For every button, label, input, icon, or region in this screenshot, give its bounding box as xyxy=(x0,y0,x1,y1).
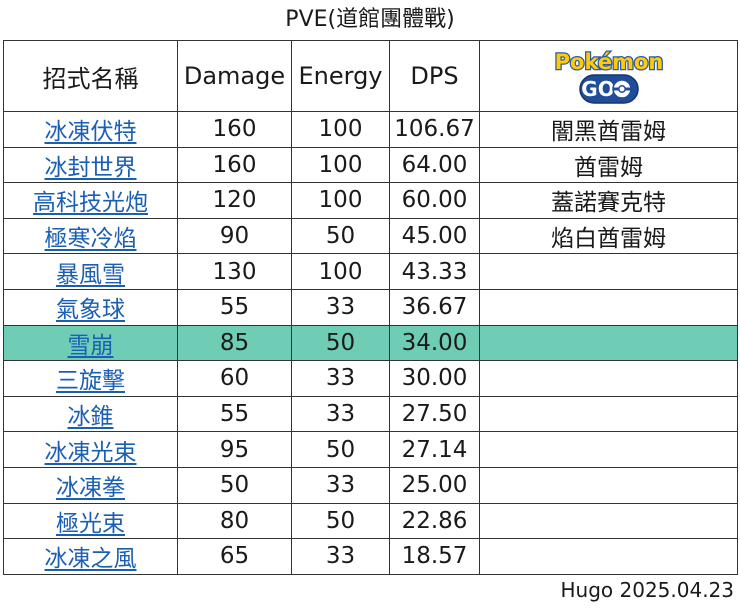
move-name-link[interactable]: 高科技光炮 xyxy=(3,182,178,219)
damage-cell: 90 xyxy=(177,217,292,255)
table-row: 氣象球 55 33 36.67 xyxy=(3,288,738,326)
move-name-link[interactable]: 三旋擊 xyxy=(3,360,178,397)
pokemon-cell xyxy=(479,395,738,433)
dps-cell: 106.67 xyxy=(389,111,480,148)
pokemon-go-logo-icon: Pokémon GO xyxy=(554,49,664,104)
pokemon-cell xyxy=(479,466,738,504)
move-name-link[interactable]: 氣象球 xyxy=(3,288,178,326)
header-energy: Energy xyxy=(291,40,390,112)
pokemon-cell xyxy=(479,288,738,326)
pokemon-cell xyxy=(479,502,738,540)
energy-cell: 33 xyxy=(291,538,390,575)
move-name-link[interactable]: 極光束 xyxy=(3,502,178,540)
dps-cell: 30.00 xyxy=(389,360,480,397)
damage-cell: 95 xyxy=(177,431,292,468)
dps-cell: 18.57 xyxy=(389,538,480,575)
header-damage: Damage xyxy=(177,40,292,112)
damage-cell: 160 xyxy=(177,111,292,148)
dps-cell: 25.00 xyxy=(389,466,480,504)
dps-cell: 27.50 xyxy=(389,395,480,433)
dps-cell: 22.86 xyxy=(389,502,480,540)
dps-cell: 43.33 xyxy=(389,253,480,290)
table-row: 冰凍拳 50 33 25.00 xyxy=(3,466,738,504)
energy-cell: 33 xyxy=(291,395,390,433)
move-name-link[interactable]: 冰凍之風 xyxy=(3,538,178,575)
move-name-link[interactable]: 冰凍光束 xyxy=(3,431,178,468)
table-row: 冰凍光束 95 50 27.14 xyxy=(3,431,738,468)
damage-cell: 80 xyxy=(177,502,292,540)
table-title: PVE(道館團體戰) xyxy=(285,7,455,32)
energy-cell: 100 xyxy=(291,253,390,290)
energy-cell: 50 xyxy=(291,502,390,540)
damage-cell: 120 xyxy=(177,182,292,219)
move-name-link[interactable]: 暴風雪 xyxy=(3,253,178,290)
dps-cell: 64.00 xyxy=(389,146,480,184)
damage-cell: 160 xyxy=(177,146,292,184)
dps-cell: 45.00 xyxy=(389,217,480,255)
table-row: 雪崩 85 50 34.00 xyxy=(3,324,738,362)
logo-pokemon-text: Pokémon xyxy=(554,50,663,74)
dps-cell: 34.00 xyxy=(389,324,480,362)
header-dps: DPS xyxy=(389,40,480,112)
table-row: 極光束 80 50 22.86 xyxy=(3,502,738,540)
header-row: 招式名稱 Damage Energy DPS Pokémon GO xyxy=(3,40,738,112)
pokemon-cell xyxy=(479,253,738,290)
pokemon-cell xyxy=(479,360,738,397)
author-date-footer: Hugo 2025.04.23 xyxy=(560,578,734,602)
move-name-link[interactable]: 冰封世界 xyxy=(3,146,178,184)
damage-cell: 60 xyxy=(177,360,292,397)
table-row: 高科技光炮 120 100 60.00 蓋諾賽克特 xyxy=(3,182,738,219)
damage-cell: 85 xyxy=(177,324,292,362)
pokemon-cell xyxy=(479,538,738,575)
move-name-link[interactable]: 雪崩 xyxy=(3,324,178,362)
table-row: 極寒冷焰 90 50 45.00 焰白酋雷姆 xyxy=(3,217,738,255)
pokemon-cell: 焰白酋雷姆 xyxy=(479,217,738,255)
pokemon-cell: 闇黑酋雷姆 xyxy=(479,111,738,148)
energy-cell: 33 xyxy=(291,360,390,397)
logo-go-text: GO xyxy=(581,77,614,101)
table-row: 冰封世界 160 100 64.00 酋雷姆 xyxy=(3,146,738,184)
table-row: 冰凍伏特 160 100 106.67 闇黑酋雷姆 xyxy=(3,111,738,148)
pokemon-cell xyxy=(479,324,738,362)
move-name-link[interactable]: 冰凍拳 xyxy=(3,466,178,504)
damage-cell: 50 xyxy=(177,466,292,504)
moves-table: 招式名稱 Damage Energy DPS Pokémon GO 冰凍伏特 16… xyxy=(3,40,738,575)
move-name-link[interactable]: 冰凍伏特 xyxy=(3,111,178,148)
dps-cell: 36.67 xyxy=(389,288,480,326)
table-row: 暴風雪 130 100 43.33 xyxy=(3,253,738,290)
dps-cell: 60.00 xyxy=(389,182,480,219)
damage-cell: 130 xyxy=(177,253,292,290)
damage-cell: 55 xyxy=(177,395,292,433)
energy-cell: 50 xyxy=(291,217,390,255)
table-row: 三旋擊 60 33 30.00 xyxy=(3,360,738,397)
move-name-link[interactable]: 極寒冷焰 xyxy=(3,217,178,255)
damage-cell: 55 xyxy=(177,288,292,326)
energy-cell: 50 xyxy=(291,324,390,362)
dps-cell: 27.14 xyxy=(389,431,480,468)
header-logo-cell: Pokémon GO xyxy=(479,40,738,112)
pokemon-cell: 蓋諾賽克特 xyxy=(479,182,738,219)
damage-cell: 65 xyxy=(177,538,292,575)
move-name-link[interactable]: 冰錐 xyxy=(3,395,178,433)
table-row: 冰錐 55 33 27.50 xyxy=(3,395,738,433)
table-row: 冰凍之風 65 33 18.57 xyxy=(3,538,738,575)
pokemon-cell: 酋雷姆 xyxy=(479,146,738,184)
energy-cell: 100 xyxy=(291,146,390,184)
pokemon-cell xyxy=(479,431,738,468)
energy-cell: 33 xyxy=(291,466,390,504)
energy-cell: 100 xyxy=(291,182,390,219)
energy-cell: 33 xyxy=(291,288,390,326)
header-move-name: 招式名稱 xyxy=(3,40,178,112)
energy-cell: 50 xyxy=(291,431,390,468)
energy-cell: 100 xyxy=(291,111,390,148)
